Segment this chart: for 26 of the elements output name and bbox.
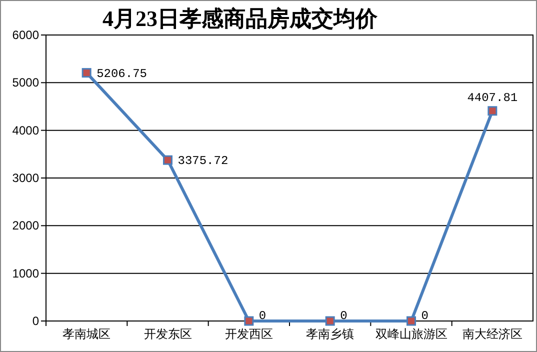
point [244,316,254,326]
point [82,68,92,78]
data-label: 3375.72 [178,154,228,168]
x-tick-label: 南大经济区 [462,327,522,341]
data-label: 0 [421,309,428,323]
data-label: 0 [258,309,266,323]
x-tick-label: 开发东区 [144,327,192,341]
data-label: 4407.81 [467,90,518,105]
y-tick-label: 0 [32,314,40,328]
chart-title: 4月23日孝感商品房成交均价 [102,6,378,31]
x-tick-label: 双峰山旅游区 [375,327,448,341]
data-label: 0 [340,309,348,323]
point [406,316,416,326]
point [163,155,172,165]
y-tick-label: 3000 [12,171,40,185]
x-tick-label: 孝南城区 [62,327,111,341]
data-label: 5206.75 [96,66,148,81]
y-tick-label: 5000 [12,76,40,90]
y-tick-label: 1000 [12,266,40,280]
x-tick-label: 孝南乡镇 [306,327,354,341]
point [488,106,498,116]
y-tick-label: 2000 [12,218,40,233]
point [325,316,335,326]
x-tick-label: 开发西区 [224,327,273,341]
y-tick-label: 6000 [12,28,40,42]
y-tick-label: 4000 [12,123,40,138]
